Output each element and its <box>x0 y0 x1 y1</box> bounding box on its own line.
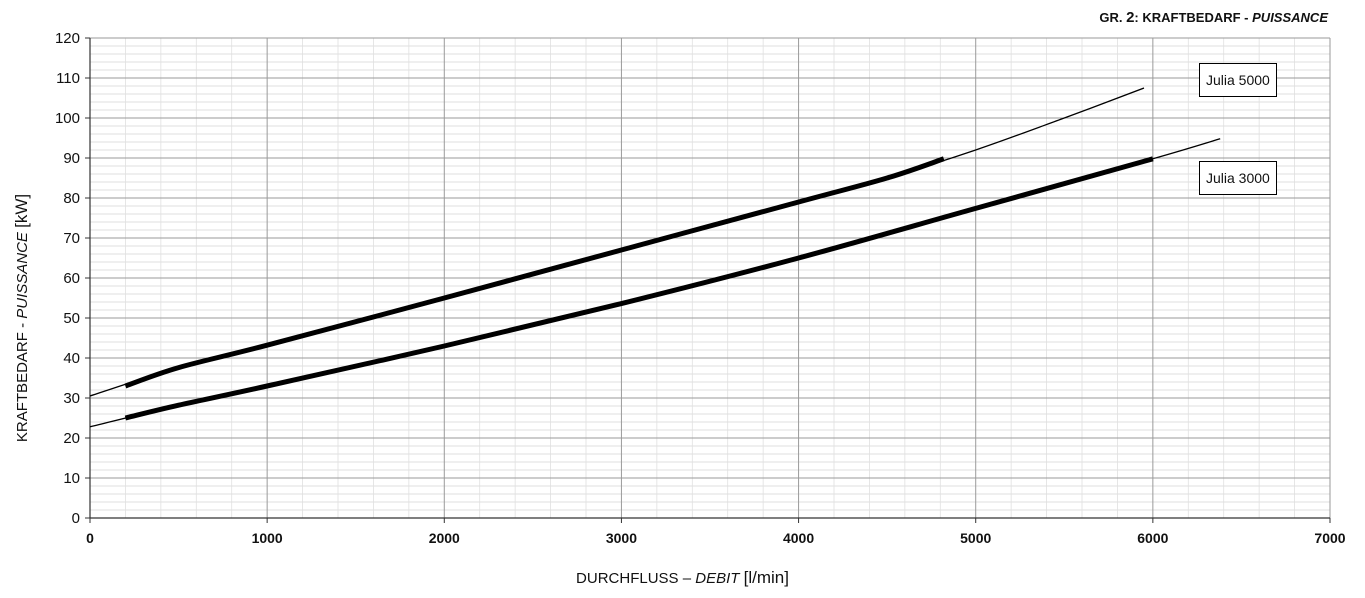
y-tick-label: 20 <box>63 430 80 447</box>
y-tick-label: 0 <box>72 510 80 527</box>
axes <box>85 37 1331 523</box>
series-lines <box>89 87 1221 428</box>
x-tick-label: 7000 <box>1314 530 1345 546</box>
y-tick-label: 90 <box>63 150 80 167</box>
series-line-julia-3000 <box>124 156 1154 421</box>
x-tick-label: 4000 <box>783 530 814 546</box>
x-tick-label: 1000 <box>252 530 283 546</box>
legend-julia-5000: Julia 5000 <box>1199 63 1277 97</box>
y-axis-label: KRAFTBEDARF - PUISSANCE [kW] <box>12 193 31 443</box>
y-tick-label: 100 <box>55 110 80 127</box>
y-tick-label: 40 <box>63 350 80 367</box>
y-tick-label: 60 <box>63 270 80 287</box>
y-tick-label: 110 <box>56 70 80 87</box>
x-axis-label: DURCHFLUSS – DEBIT [l/min] <box>576 568 789 587</box>
y-tick-label: 10 <box>63 470 80 487</box>
x-tick-label: 6000 <box>1137 530 1168 546</box>
y-tick-label: 120 <box>55 30 80 47</box>
y-tick-label: 30 <box>63 390 80 407</box>
x-tick-label: 2000 <box>429 530 460 546</box>
legend-julia-3000: Julia 3000 <box>1199 161 1277 195</box>
y-tick-label: 50 <box>63 310 80 327</box>
y-tick-label: 80 <box>63 190 80 207</box>
chart-title: GR. 2: KRAFTBEDARF - PUISSANCE <box>1099 9 1328 26</box>
x-tick-label: 5000 <box>960 530 991 546</box>
tick-labels: 0 10 20 30 40 50 60 70 80 90 100 110 120 0 1000 2000 300… <box>55 30 1346 546</box>
y-tick-label: 70 <box>63 230 80 247</box>
series-line-julia-5000 <box>124 156 945 389</box>
x-tick-label: 3000 <box>606 530 637 546</box>
x-tick-label: 0 <box>86 530 94 546</box>
